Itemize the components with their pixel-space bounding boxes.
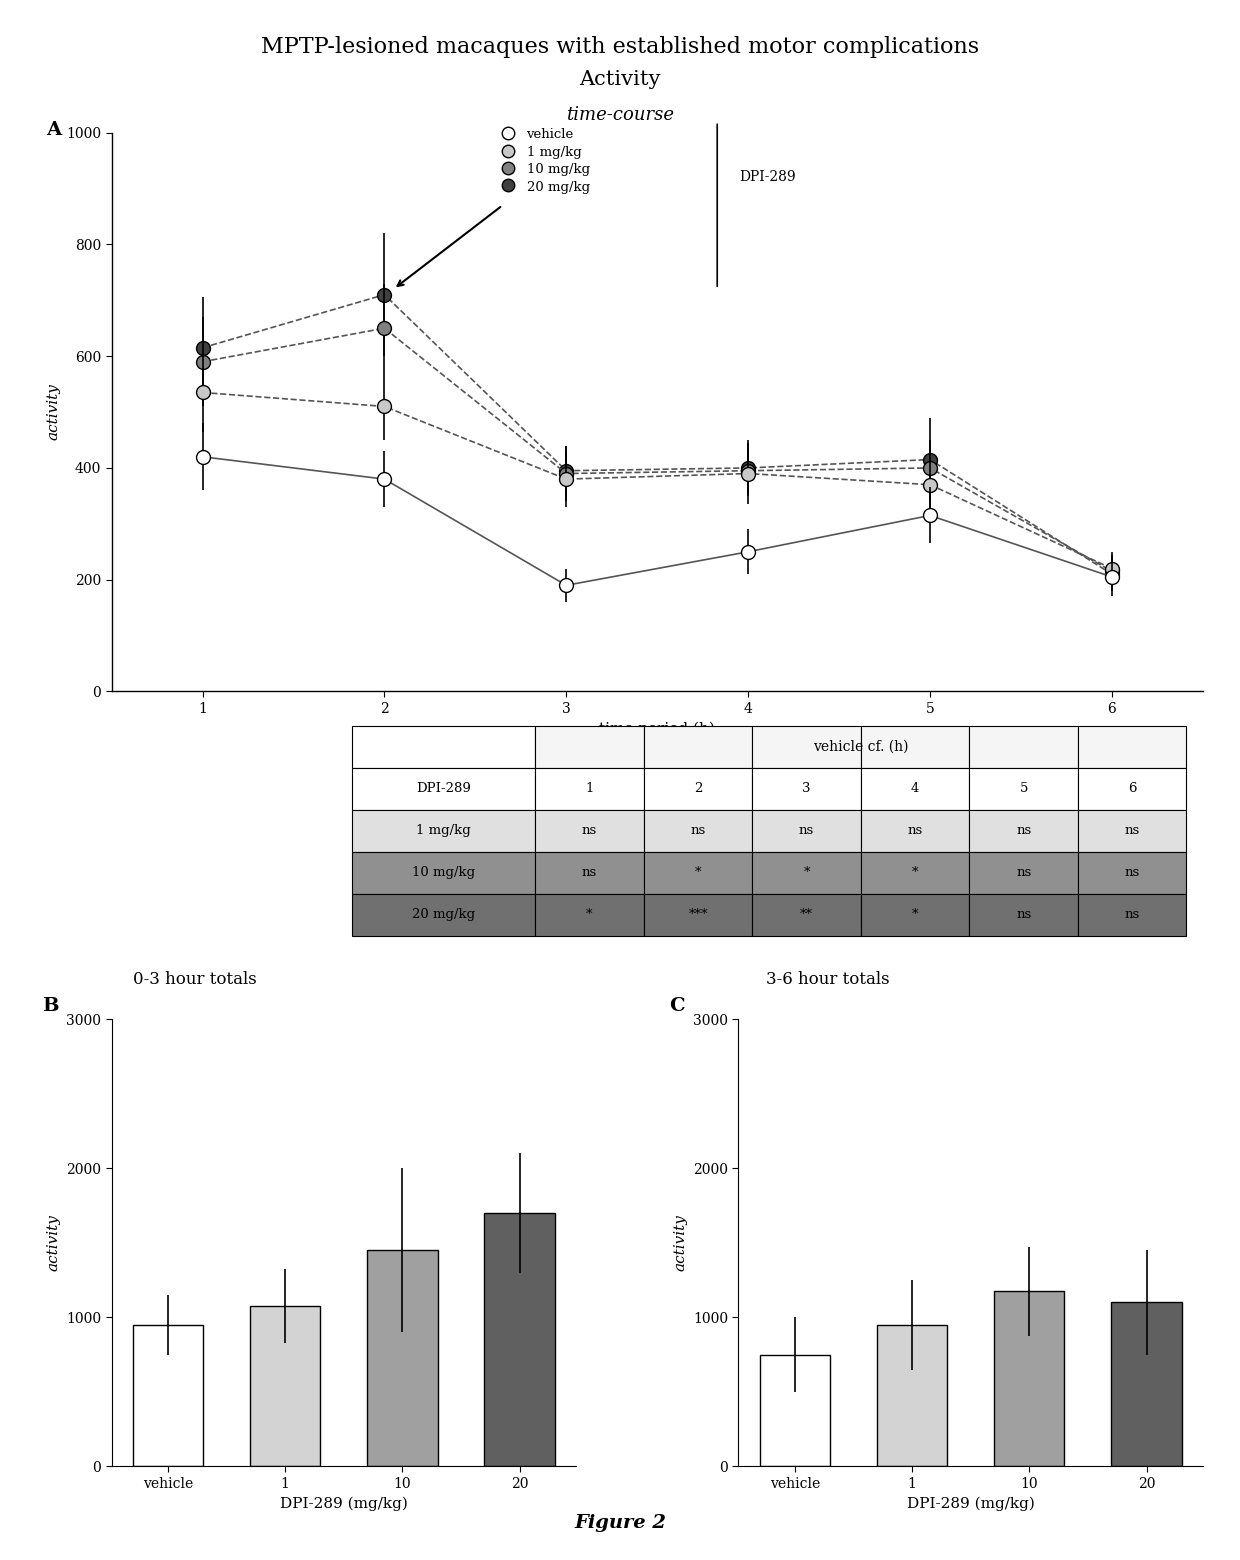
Bar: [753, 810, 861, 852]
Text: 6: 6: [1128, 782, 1136, 796]
Bar: [970, 852, 1078, 894]
Bar: [753, 725, 861, 768]
Bar: [644, 768, 753, 810]
Text: B: B: [42, 997, 58, 1016]
Bar: [536, 810, 644, 852]
Text: 10 mg/kg: 10 mg/kg: [412, 866, 475, 880]
Bar: [1111, 1303, 1182, 1466]
Bar: [485, 1214, 554, 1466]
Bar: [133, 1324, 203, 1466]
Bar: [352, 894, 536, 936]
Bar: [970, 810, 1078, 852]
Bar: [861, 810, 970, 852]
Text: ns: ns: [582, 824, 598, 838]
Text: ns: ns: [799, 824, 815, 838]
Bar: [861, 725, 970, 768]
Text: Figure 2: Figure 2: [574, 1513, 666, 1532]
Text: ns: ns: [1016, 824, 1032, 838]
Text: 20 mg/kg: 20 mg/kg: [412, 908, 475, 922]
Text: *: *: [587, 908, 593, 922]
Text: 0-3 hour totals: 0-3 hour totals: [134, 972, 257, 987]
Bar: [1078, 894, 1187, 936]
Text: A: A: [46, 122, 61, 139]
Text: Activity: Activity: [579, 70, 661, 89]
Legend: vehicle, 1 mg/kg, 10 mg/kg, 20 mg/kg: vehicle, 1 mg/kg, 10 mg/kg, 20 mg/kg: [500, 128, 590, 193]
Text: ns: ns: [582, 866, 598, 880]
X-axis label: DPI-289 (mg/kg): DPI-289 (mg/kg): [906, 1496, 1034, 1510]
Bar: [753, 768, 861, 810]
Text: 1 mg/kg: 1 mg/kg: [417, 824, 471, 838]
Bar: [367, 1250, 438, 1466]
Bar: [536, 852, 644, 894]
Bar: [352, 852, 536, 894]
Bar: [970, 894, 1078, 936]
Bar: [1078, 725, 1187, 768]
Bar: [536, 725, 644, 768]
Bar: [753, 852, 861, 894]
Text: 3-6 hour totals: 3-6 hour totals: [766, 972, 890, 987]
Text: DPI-289: DPI-289: [417, 782, 471, 796]
Bar: [994, 1292, 1064, 1466]
Text: MPTP-lesioned macaques with established motor complications: MPTP-lesioned macaques with established …: [260, 36, 980, 58]
Text: DPI-289: DPI-289: [739, 170, 796, 184]
Text: vehicle cf. (h): vehicle cf. (h): [813, 739, 909, 753]
Bar: [760, 1354, 830, 1466]
Text: ns: ns: [691, 824, 706, 838]
Bar: [536, 768, 644, 810]
Bar: [861, 894, 970, 936]
Text: ns: ns: [1125, 866, 1140, 880]
Text: *: *: [694, 866, 702, 880]
X-axis label: DPI-289 (mg/kg): DPI-289 (mg/kg): [280, 1496, 408, 1510]
Bar: [877, 1324, 947, 1466]
Text: ns: ns: [1016, 908, 1032, 922]
Bar: [970, 768, 1078, 810]
Text: **: **: [800, 908, 813, 922]
Bar: [352, 768, 536, 810]
Text: ns: ns: [1125, 824, 1140, 838]
Bar: [1078, 852, 1187, 894]
Bar: [352, 725, 536, 768]
Text: 2: 2: [694, 782, 702, 796]
Text: ns: ns: [1016, 866, 1032, 880]
Bar: [644, 894, 753, 936]
Text: 3: 3: [802, 782, 811, 796]
Bar: [536, 894, 644, 936]
Text: *: *: [804, 866, 810, 880]
Bar: [1078, 768, 1187, 810]
Text: 5: 5: [1019, 782, 1028, 796]
Bar: [861, 768, 970, 810]
Bar: [644, 810, 753, 852]
Y-axis label: activity: activity: [47, 1214, 61, 1271]
Bar: [250, 1306, 320, 1466]
Text: ns: ns: [908, 824, 923, 838]
Text: C: C: [668, 997, 684, 1016]
Text: 1: 1: [585, 782, 594, 796]
Bar: [1078, 810, 1187, 852]
Bar: [644, 852, 753, 894]
Bar: [644, 725, 753, 768]
Bar: [970, 725, 1078, 768]
Text: *: *: [911, 866, 919, 880]
X-axis label: time period (h): time period (h): [599, 721, 715, 736]
Bar: [753, 894, 861, 936]
Y-axis label: activity: activity: [47, 384, 61, 440]
Text: ***: ***: [688, 908, 708, 922]
Text: 4: 4: [911, 782, 919, 796]
Text: ns: ns: [1125, 908, 1140, 922]
Bar: [352, 810, 536, 852]
Y-axis label: activity: activity: [673, 1214, 687, 1271]
Text: time-course: time-course: [565, 106, 675, 125]
Bar: [861, 852, 970, 894]
Text: *: *: [911, 908, 919, 922]
